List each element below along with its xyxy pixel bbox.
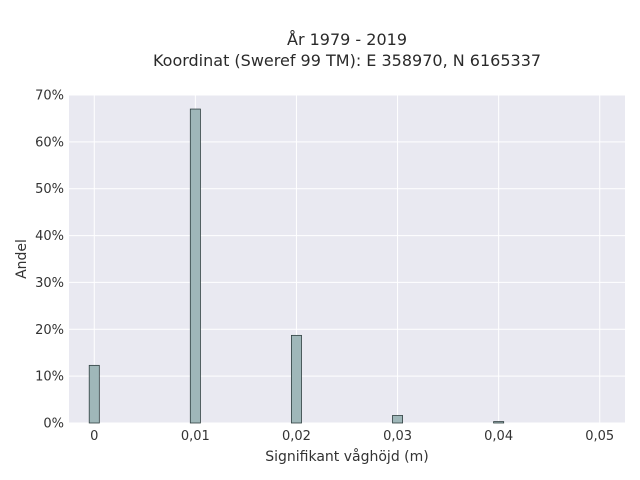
bar bbox=[392, 415, 403, 424]
y-tick-label: 10% bbox=[35, 370, 64, 385]
x-tick-label: 0,02 bbox=[282, 429, 311, 444]
plot-area bbox=[69, 95, 625, 423]
y-tick-label: 30% bbox=[35, 276, 64, 291]
bars bbox=[88, 108, 505, 424]
y-tick-label: 60% bbox=[35, 135, 64, 150]
x-tick-label: 0,05 bbox=[585, 429, 614, 444]
x-tick-label: 0,01 bbox=[181, 429, 210, 444]
x-axis-label: Signifikant våghöjd (m) bbox=[265, 448, 428, 465]
y-tick-label: 20% bbox=[35, 323, 64, 338]
x-tick-label: 0 bbox=[90, 429, 98, 444]
chart-title-line-2: Koordinat (Sweref 99 TM): E 358970, N 61… bbox=[153, 51, 541, 70]
y-axis-label: Andel bbox=[14, 239, 30, 279]
y-tick-label: 50% bbox=[35, 182, 64, 197]
chart-title-line-1: År 1979 - 2019 bbox=[287, 30, 407, 49]
y-tick-label: 40% bbox=[35, 229, 64, 244]
bar bbox=[493, 421, 505, 424]
bar bbox=[189, 108, 201, 424]
y-tick-label: 0% bbox=[43, 417, 64, 432]
y-axis-ticks: 0% 10% 20% 30% 40% 50% 60% 70% bbox=[35, 89, 64, 432]
gridlines bbox=[69, 94, 625, 424]
x-tick-label: 0,04 bbox=[484, 429, 513, 444]
bar bbox=[88, 364, 100, 424]
y-tick-label: 70% bbox=[35, 89, 64, 104]
bar bbox=[290, 334, 302, 424]
x-tick-label: 0,03 bbox=[383, 429, 412, 444]
x-axis-ticks: 0 0,01 0,02 0,03 0,04 0,05 bbox=[90, 429, 614, 444]
